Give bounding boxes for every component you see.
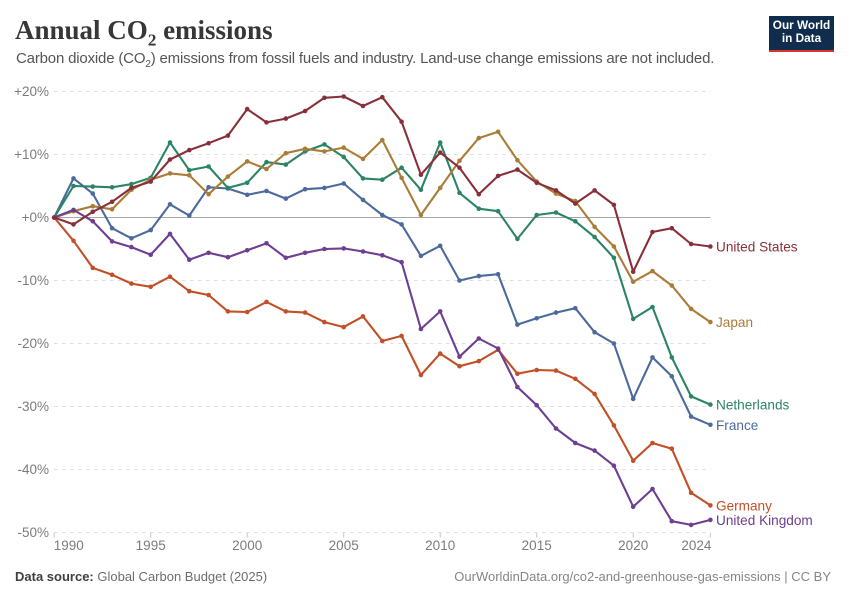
svg-text:-40%: -40% xyxy=(17,462,49,477)
svg-text:Netherlands: Netherlands xyxy=(716,398,790,413)
svg-text:2000: 2000 xyxy=(232,538,262,553)
svg-text:+20%: +20% xyxy=(14,84,49,99)
svg-text:1990: 1990 xyxy=(54,538,84,553)
svg-text:-20%: -20% xyxy=(17,336,49,351)
svg-text:-30%: -30% xyxy=(17,399,49,414)
svg-text:-50%: -50% xyxy=(17,525,49,540)
svg-text:Japan: Japan xyxy=(716,315,753,330)
svg-text:2024: 2024 xyxy=(681,538,712,553)
svg-text:+0%: +0% xyxy=(22,210,49,225)
svg-text:Germany: Germany xyxy=(716,498,772,513)
svg-text:2020: 2020 xyxy=(618,538,648,553)
svg-text:1995: 1995 xyxy=(136,538,166,553)
svg-text:+10%: +10% xyxy=(14,147,49,162)
svg-text:United Kingdom: United Kingdom xyxy=(716,513,813,528)
svg-text:2005: 2005 xyxy=(329,538,359,553)
svg-text:-10%: -10% xyxy=(17,273,49,288)
svg-text:2015: 2015 xyxy=(522,538,552,553)
svg-text:2010: 2010 xyxy=(425,538,455,553)
svg-text:United States: United States xyxy=(716,240,798,255)
svg-text:France: France xyxy=(716,418,758,433)
